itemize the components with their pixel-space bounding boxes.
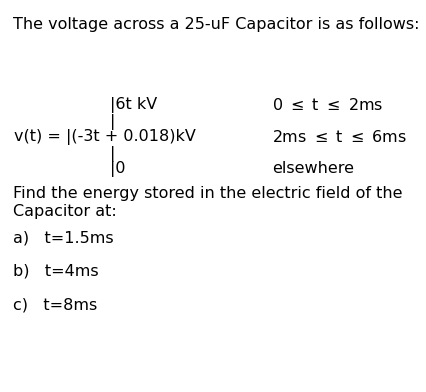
Text: |: |	[110, 146, 115, 162]
Text: v(t) = |(-3t + 0.018)kV: v(t) = |(-3t + 0.018)kV	[14, 129, 196, 145]
Text: |6t kV: |6t kV	[110, 97, 157, 113]
Text: Find the energy stored in the electric field of the: Find the energy stored in the electric f…	[13, 186, 403, 201]
Text: |: |	[110, 114, 115, 130]
Text: elsewhere: elsewhere	[272, 161, 354, 176]
Text: c)   t=8ms: c) t=8ms	[13, 298, 97, 313]
Text: a)   t=1.5ms: a) t=1.5ms	[13, 230, 114, 245]
Text: |0: |0	[110, 161, 126, 177]
Text: Capacitor at:: Capacitor at:	[13, 204, 117, 219]
Text: b)   t=4ms: b) t=4ms	[13, 264, 99, 279]
Text: 2ms $\leq$ t $\leq$ 6ms: 2ms $\leq$ t $\leq$ 6ms	[272, 129, 407, 145]
Text: The voltage across a 25-uF Capacitor is as follows:: The voltage across a 25-uF Capacitor is …	[13, 17, 420, 32]
Text: 0 $\leq$ t $\leq$ 2ms: 0 $\leq$ t $\leq$ 2ms	[272, 97, 383, 113]
